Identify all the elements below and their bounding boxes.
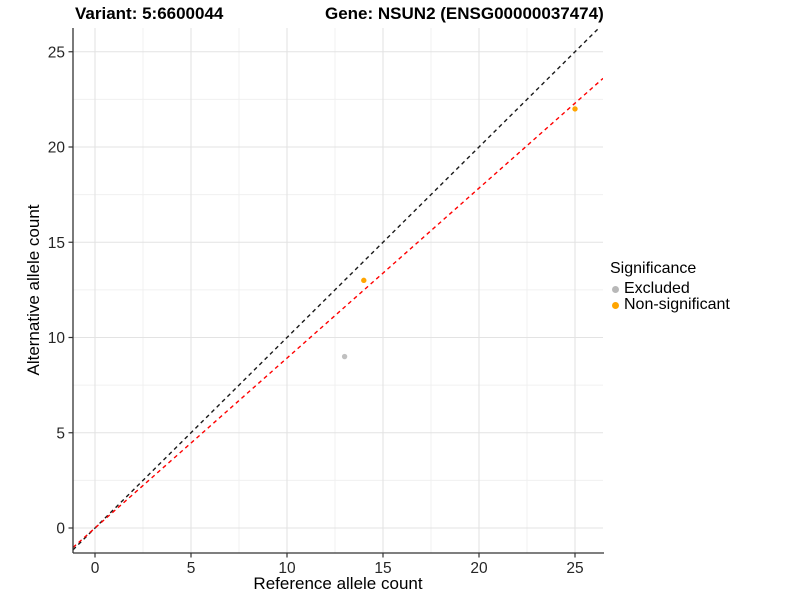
y-axis-title: Alternative allele count xyxy=(24,204,43,376)
x-tick-label: 25 xyxy=(566,560,583,577)
y-tick-label: 0 xyxy=(56,521,65,538)
x-tick-label: 0 xyxy=(91,560,100,577)
legend-label-non-significant: Non-significant xyxy=(624,296,730,313)
excluded-dot-icon xyxy=(612,285,619,293)
legend-item-non-significant: Non-significant xyxy=(612,296,730,313)
identity-line xyxy=(73,28,600,551)
fit-line xyxy=(73,77,603,548)
plot-title-gene: Gene: NSUN2 (ENSG00000037474) xyxy=(325,4,604,23)
data-point-14-13 xyxy=(361,277,367,284)
y-tick-label: 10 xyxy=(48,330,66,347)
plot-title-variant: Variant: 5:6600044 xyxy=(75,4,224,23)
non-significant-dot-icon xyxy=(612,301,619,309)
x-axis-title: Reference allele count xyxy=(253,574,423,593)
x-tick-label: 15 xyxy=(374,560,391,577)
y-tick-label: 5 xyxy=(56,425,65,442)
legend-label-excluded: Excluded xyxy=(624,280,690,297)
y-tick-label: 25 xyxy=(48,44,65,61)
legend-title: Significance xyxy=(610,260,697,277)
x-tick-label: 10 xyxy=(278,560,296,577)
y-tick-label: 20 xyxy=(48,140,66,157)
x-tick-label: 20 xyxy=(470,560,488,577)
data-point-13-9 xyxy=(341,353,348,360)
legend: Significance Excluded Non-significant xyxy=(610,260,730,313)
x-tick-label: 5 xyxy=(187,560,196,577)
y-tick-label: 15 xyxy=(48,235,65,252)
legend-item-excluded: Excluded xyxy=(612,280,730,297)
data-point-25-22 xyxy=(572,106,578,112)
